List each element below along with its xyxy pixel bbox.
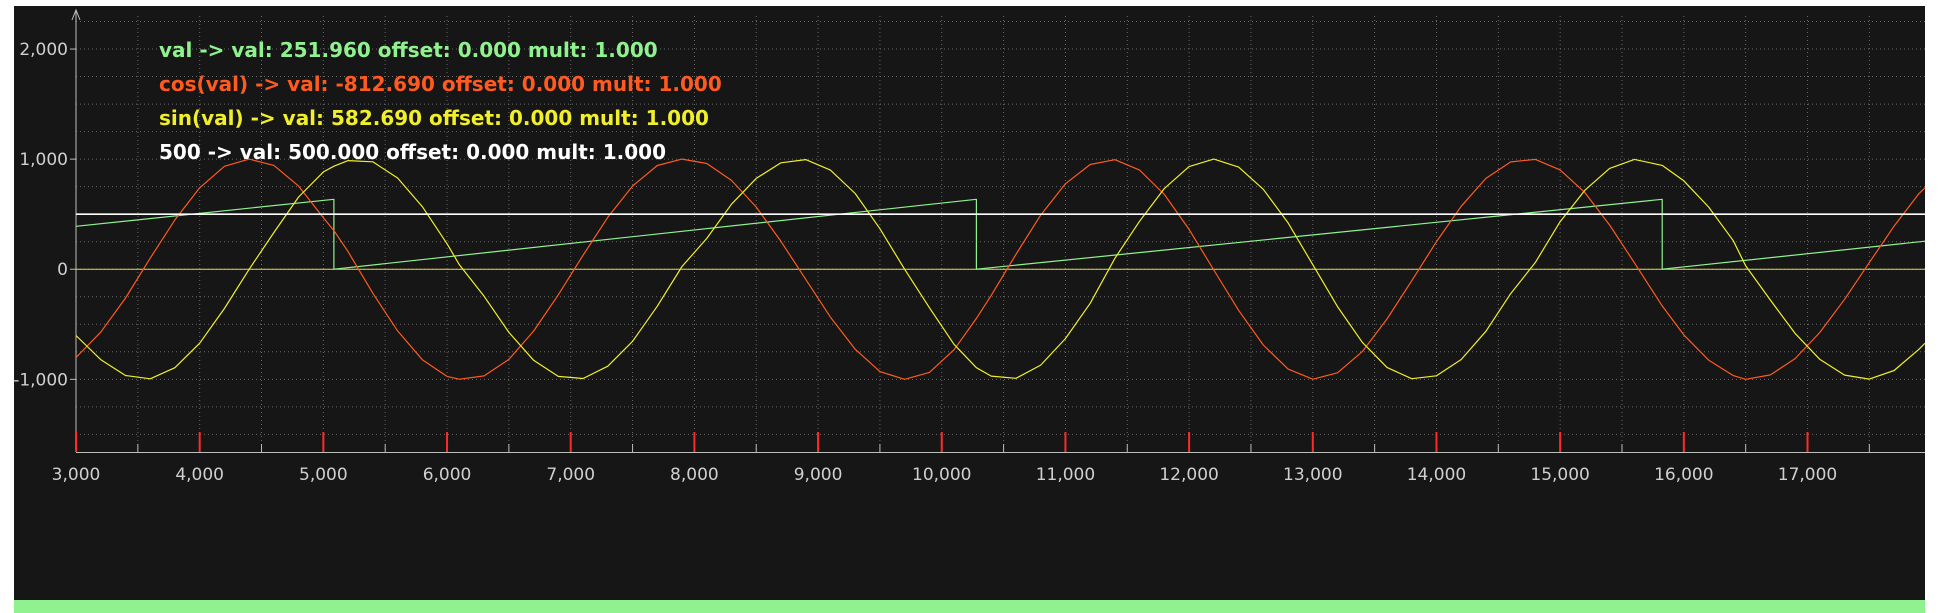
x-tick-label: 8,000 <box>670 465 719 485</box>
x-tick-label: 11,000 <box>1036 465 1095 485</box>
series-line-sin-val <box>75 158 1925 380</box>
x-tick-label: 3,000 <box>52 465 101 485</box>
x-tick-label: 12,000 <box>1159 465 1218 485</box>
x-tick-label: 13,000 <box>1283 465 1342 485</box>
legend-entry: sin(val) -> val: 582.690 offset: 0.000 m… <box>159 106 709 130</box>
status-strip <box>14 600 1925 613</box>
x-tick-label: 15,000 <box>1530 465 1589 485</box>
legend-entry: cos(val) -> val: -812.690 offset: 0.000 … <box>159 72 722 96</box>
series-line-cos-val <box>75 158 1925 380</box>
series-line-val <box>75 198 1925 270</box>
x-tick-label: 10,000 <box>912 465 971 485</box>
y-tick-label: 2,000 <box>19 40 68 60</box>
plot-panel[interactable]: 2,000 1,000 0 -1,000 3,000 4,000 5,000 6,000 7,0… <box>14 6 1925 600</box>
x-tick-label: 5,000 <box>299 465 348 485</box>
x-tick-label: 14,000 <box>1407 465 1466 485</box>
x-tick-label: 9,000 <box>794 465 843 485</box>
x-tick-label: 17,000 <box>1778 465 1837 485</box>
y-tick-label: 0 <box>57 260 68 280</box>
x-tick-label: 6,000 <box>423 465 472 485</box>
y-tick-label: -1,000 <box>14 370 68 390</box>
y-tick-label: 1,000 <box>19 150 68 170</box>
chart-canvas[interactable]: 2,000 1,000 0 -1,000 3,000 4,000 5,000 6,000 7,0… <box>14 6 1925 600</box>
legend-entry: 500 -> val: 500.000 offset: 0.000 mult: … <box>159 140 666 164</box>
x-tick-label: 4,000 <box>175 465 224 485</box>
x-tick-label: 7,000 <box>546 465 595 485</box>
legend-entry: val -> val: 251.960 offset: 0.000 mult: … <box>159 38 658 62</box>
y-axis-arrow-icon <box>71 8 81 21</box>
x-tick-label: 16,000 <box>1654 465 1713 485</box>
